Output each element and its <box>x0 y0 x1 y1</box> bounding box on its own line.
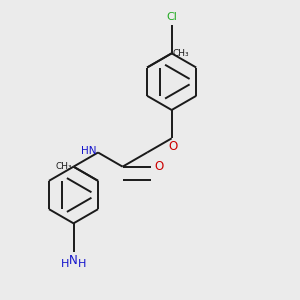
Text: O: O <box>168 140 177 153</box>
Text: H: H <box>61 259 69 269</box>
Text: O: O <box>154 160 163 173</box>
Text: CH₃: CH₃ <box>173 49 189 58</box>
Text: N: N <box>69 254 78 267</box>
Text: HN: HN <box>81 146 96 156</box>
Text: H: H <box>78 259 86 269</box>
Text: CH₃: CH₃ <box>55 162 72 171</box>
Text: Cl: Cl <box>166 12 177 22</box>
